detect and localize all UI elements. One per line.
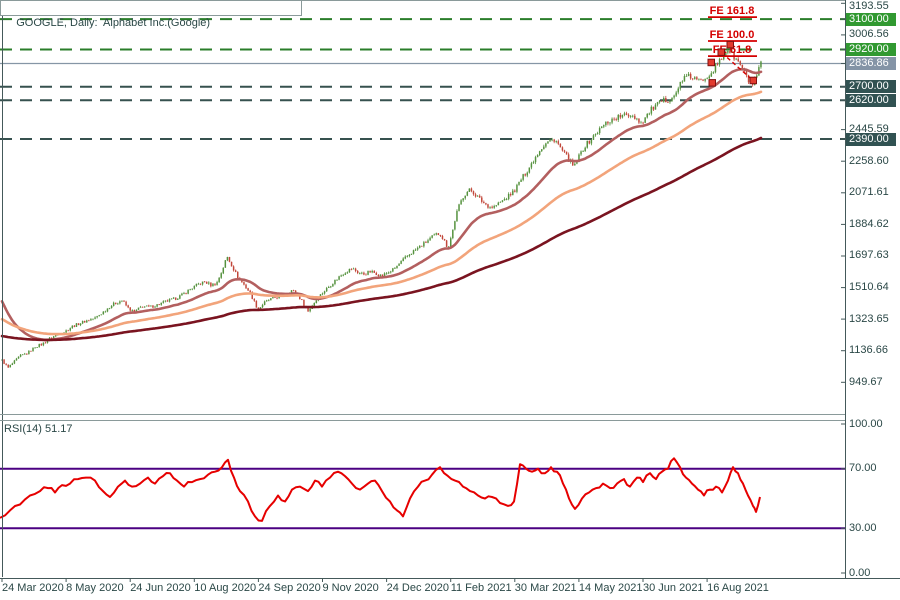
date-label: 14 May 2021 bbox=[578, 582, 643, 594]
rsi-tick-label: 0.00 bbox=[849, 566, 871, 579]
axis-tick-marks bbox=[1, 2, 845, 582]
trade-marker bbox=[708, 79, 716, 87]
moving-average-ma-slow bbox=[0, 136, 763, 342]
price-tick-label: 949.67 bbox=[849, 375, 883, 388]
date-label: 24 Jun 2020 bbox=[130, 582, 191, 594]
rsi-pane[interactable] bbox=[0, 457, 845, 530]
date-label: 24 Dec 2020 bbox=[386, 582, 449, 594]
price-tick-label: 1323.65 bbox=[849, 312, 889, 325]
fib-label: FE 100.0 bbox=[710, 29, 755, 41]
chart-title-box: GOOGLE, Daily: Alphabet Inc.(Google) bbox=[0, 0, 302, 29]
date-label: 16 Aug 2021 bbox=[707, 582, 769, 594]
moving-average-ma-mid bbox=[0, 90, 763, 336]
price-level-label-dark: 2700.00 bbox=[846, 80, 896, 94]
price-tick-label: 1884.62 bbox=[849, 217, 889, 230]
rsi-tick-label: 100.00 bbox=[849, 417, 883, 430]
price-tick-label: 2445.59 bbox=[849, 123, 889, 136]
rsi-series-line bbox=[0, 457, 761, 522]
date-label: 30 Jun 2021 bbox=[643, 582, 704, 594]
fib-label: FE 161.8 bbox=[710, 5, 755, 17]
rsi-indicator-label: RSI(14) 51.17 bbox=[4, 423, 73, 435]
trade-marker bbox=[749, 76, 757, 85]
date-label: 11 Feb 2021 bbox=[450, 582, 512, 594]
date-label: 30 Mar 2021 bbox=[514, 582, 577, 594]
price-level-label-current: 2836.86 bbox=[846, 57, 896, 71]
price-tick-label: 1510.64 bbox=[849, 281, 889, 294]
price-level-label-green: 2920.00 bbox=[846, 42, 896, 56]
moving-average-ma-fast bbox=[0, 68, 763, 342]
trade-marker bbox=[726, 40, 734, 49]
price-level-label-green: 3100.00 bbox=[846, 12, 896, 26]
price-level-label-dark: 2390.00 bbox=[846, 132, 896, 146]
date-label: 9 Nov 2020 bbox=[322, 582, 379, 594]
trade-marker bbox=[707, 58, 715, 67]
price-tick-label: 3193.55 bbox=[849, 0, 889, 12]
trade-marker bbox=[717, 48, 725, 56]
price-tick-label: 2258.60 bbox=[849, 154, 889, 167]
ma-mid-line bbox=[0, 90, 763, 336]
price-tick-label: 2071.61 bbox=[849, 186, 889, 199]
date-label: 8 May 2020 bbox=[66, 582, 124, 594]
ma-fast-line bbox=[0, 68, 763, 342]
price-tick-label: 3006.56 bbox=[849, 28, 889, 41]
price-tick-label: 1697.63 bbox=[849, 249, 889, 262]
price-tick-label: 1136.66 bbox=[849, 344, 888, 357]
chart-title: GOOGLE, Daily: Alphabet Inc.(Google) bbox=[16, 17, 211, 29]
fib-extension: FE 161.8FE 100.0FE 61.8 bbox=[708, 5, 757, 57]
price-level-lines bbox=[0, 18, 845, 140]
rsi-tick-label: 30.00 bbox=[849, 521, 877, 534]
ma-slow-line bbox=[0, 136, 763, 342]
rsi-tick-label: 70.00 bbox=[849, 462, 877, 475]
price-level-label-dark: 2620.00 bbox=[846, 93, 896, 107]
date-label: 24 Mar 2020 bbox=[2, 582, 64, 594]
date-label: 10 Aug 2020 bbox=[194, 582, 257, 594]
trade-markers bbox=[707, 40, 757, 87]
date-label: 24 Sep 2020 bbox=[258, 582, 321, 594]
candles-series bbox=[1, 49, 762, 368]
